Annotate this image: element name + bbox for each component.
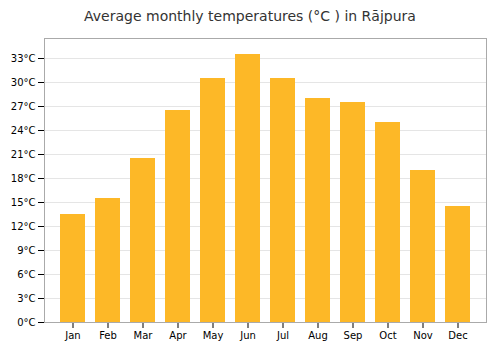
svg-text:Feb: Feb bbox=[99, 330, 117, 341]
svg-text:Jun: Jun bbox=[239, 330, 256, 341]
svg-text:24°C: 24°C bbox=[11, 125, 36, 136]
svg-text:27°C: 27°C bbox=[11, 101, 36, 112]
svg-text:3°C: 3°C bbox=[17, 293, 35, 304]
svg-text:Jul: Jul bbox=[276, 330, 289, 341]
svg-text:12°C: 12°C bbox=[11, 221, 36, 232]
svg-text:May: May bbox=[203, 330, 224, 341]
svg-text:33°C: 33°C bbox=[11, 53, 36, 64]
svg-text:Mar: Mar bbox=[134, 330, 154, 341]
svg-text:18°C: 18°C bbox=[11, 173, 36, 184]
svg-text:0°C: 0°C bbox=[17, 317, 35, 328]
svg-text:21°C: 21°C bbox=[11, 149, 36, 160]
svg-text:Oct: Oct bbox=[379, 330, 396, 341]
svg-text:Nov: Nov bbox=[413, 330, 433, 341]
svg-text:9°C: 9°C bbox=[17, 245, 35, 256]
svg-text:30°C: 30°C bbox=[11, 77, 36, 88]
svg-text:Aug: Aug bbox=[308, 330, 328, 341]
svg-text:6°C: 6°C bbox=[17, 269, 35, 280]
html-text:Average monthly temperatures (: Average monthly temperatures (°C ) in Rā… bbox=[84, 8, 416, 24]
svg-text:Dec: Dec bbox=[448, 330, 467, 341]
svg-text:Sep: Sep bbox=[344, 330, 363, 341]
svg-text:Jan: Jan bbox=[64, 330, 80, 341]
svg-text:Apr: Apr bbox=[169, 330, 187, 341]
svg-text:15°C: 15°C bbox=[11, 197, 36, 208]
